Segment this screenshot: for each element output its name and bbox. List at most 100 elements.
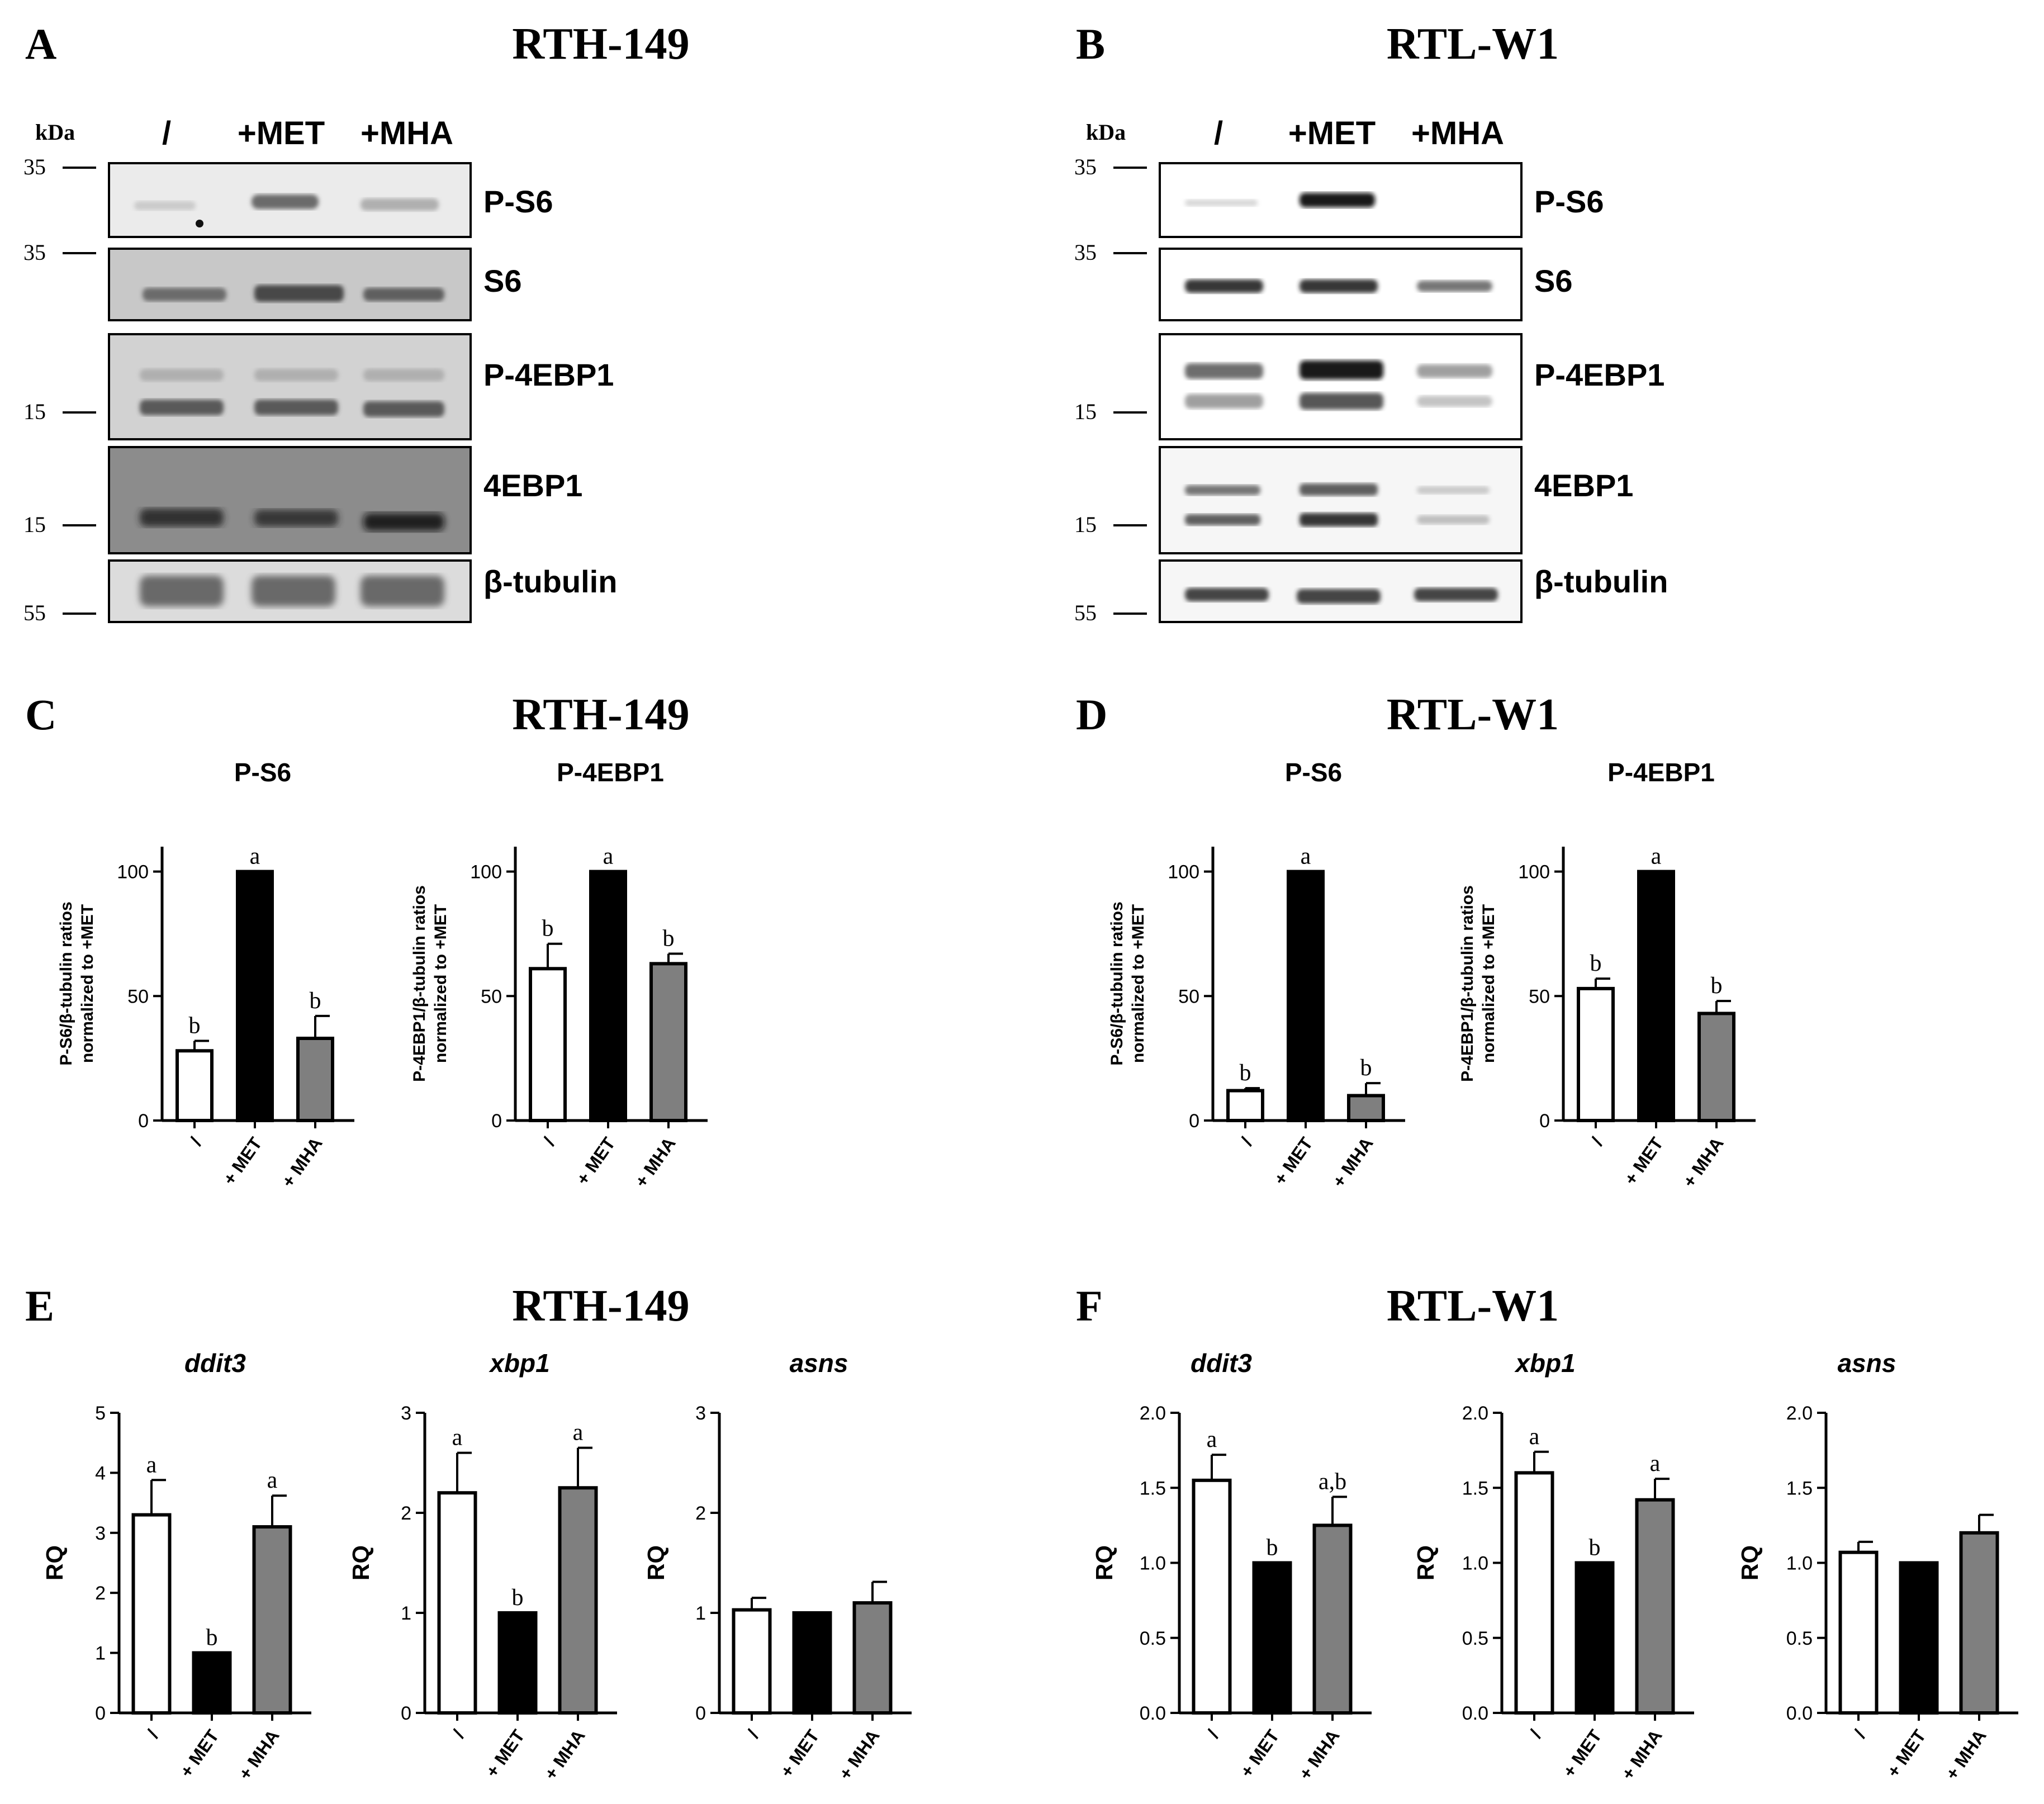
band [1300,393,1383,410]
bar-chart: P-S6 P-S6/β-tubulin ratios normalized to +… [1108,758,1405,1191]
blot-label-4ebp1: 4EBP1 [1534,468,1633,503]
marker-label: 15 [23,399,46,424]
bar [792,1611,832,1715]
significance-letter: b [1267,1535,1278,1561]
significance-letter: b [1360,1055,1372,1081]
panel-f-title: RTL-W1 [1387,1281,1559,1331]
y-tick-label: 5 [95,1403,106,1424]
y-axis-label-line: P-4EBP1/β-tubulin ratios [410,885,429,1082]
panel-f-letter: F [1076,1281,1103,1330]
x-tick-label: / [1587,1133,1607,1149]
band [1185,514,1260,525]
blot-p-4ebp1 [108,333,472,440]
bar-chart: P-S6 P-S6/β-tubulin ratios normalized to +… [57,758,354,1191]
panel-d-letter: D [1076,690,1107,739]
band [140,509,224,526]
y-tick-label: 100 [470,862,502,883]
band [254,285,344,302]
significance-letter: a [1207,1427,1217,1452]
blot-label-beta-tubulin: β-tubulin [483,564,617,599]
band [1185,363,1263,379]
x-tick-label: + MET [176,1726,223,1781]
y-tick-label: 2 [401,1503,411,1524]
significance-letter: a [1529,1424,1540,1450]
panel-a-letter: A [25,20,56,68]
bar [1635,1498,1675,1715]
x-tick-label: + MHA [1329,1133,1377,1191]
marker-label: 35 [1074,240,1097,265]
bar [529,967,567,1122]
significance-letter: b [512,1585,524,1611]
x-tick-label: + MET [1270,1133,1317,1189]
panel-a: A RTH-149 kDa / +MET +MHA P-S6 35 S6 35 … [23,20,690,625]
blot-label-p-4ebp1: P-4EBP1 [1534,357,1664,392]
chart-title: ddit3 [184,1349,246,1378]
bar [1514,1471,1554,1715]
y-tick-label: 1.0 [1462,1553,1488,1574]
band [254,510,338,526]
bar [1577,986,1615,1122]
band [1297,589,1381,604]
y-tick-label: 1.5 [1786,1478,1813,1499]
y-axis-label-line: normalized to +MET [1129,904,1147,1063]
x-tick-label: + MHA [278,1133,326,1191]
x-tick-label: / [1237,1133,1256,1149]
y-tick-label: 0 [401,1703,411,1724]
bar [252,1525,292,1715]
band [1300,279,1378,293]
y-axis-label-line: normalized to +MET [78,904,97,1063]
panel-b: B RTL-W1 kDa / +MET +MHA P-S6 35 S6 35 P… [1074,20,1668,625]
band [363,513,444,531]
blot-4ebp1 [1159,446,1523,554]
y-axis-label: RQ [1737,1545,1763,1580]
bar [589,870,627,1122]
significance-letter: b [206,1625,218,1651]
band [1417,486,1490,494]
significance-letter: a,b [1319,1469,1346,1494]
x-tick-label: + MET [1559,1726,1606,1781]
band [1417,396,1492,407]
y-tick-label: 3 [401,1403,411,1424]
band [363,401,444,417]
blot-label-s6: S6 [1534,263,1573,298]
bar [1252,1561,1292,1715]
x-tick-label: / [143,1726,163,1741]
band [134,201,196,210]
bar [176,1049,214,1122]
panel-e-title: RTH-149 [512,1281,689,1331]
panel-c-title: RTH-149 [512,690,689,739]
y-tick-label: 2 [695,1503,706,1524]
y-axis-label-line: P-4EBP1/β-tubulin ratios [1458,885,1477,1082]
bar [1312,1523,1353,1715]
y-axis-label-line: P-S6/β-tubulin ratios [1108,901,1126,1065]
band [140,576,224,606]
y-tick-label: 0.5 [1462,1628,1488,1649]
bar [497,1611,538,1715]
significance-letter: b [663,926,675,952]
panel-a-title: RTH-149 [512,20,689,69]
y-tick-label: 0.5 [1786,1628,1813,1649]
y-tick-label: 0.5 [1140,1628,1166,1649]
band [1185,588,1269,601]
bar [192,1651,232,1715]
band [361,576,444,606]
bar [437,1491,477,1715]
y-tick-label: 1 [95,1643,106,1664]
y-tick-label: 50 [1178,986,1199,1007]
bar [1838,1550,1879,1715]
bar [1575,1561,1615,1715]
y-tick-label: 4 [95,1463,106,1484]
blot-s6 [108,248,472,321]
y-tick-label: 2.0 [1786,1403,1813,1424]
significance-letter: a [1301,844,1311,870]
marker-label: 55 [23,600,46,625]
y-tick-label: 0.0 [1462,1703,1488,1724]
band [252,194,319,209]
bar [296,1037,334,1122]
bar [1697,1012,1735,1123]
significance-letter: b [1711,973,1723,999]
bar-chart: P-4EBP1 P-4EBP1/β-tubulin ratios normalize… [1458,758,1756,1191]
significance-letter: b [1589,1535,1601,1561]
band [1185,279,1263,293]
